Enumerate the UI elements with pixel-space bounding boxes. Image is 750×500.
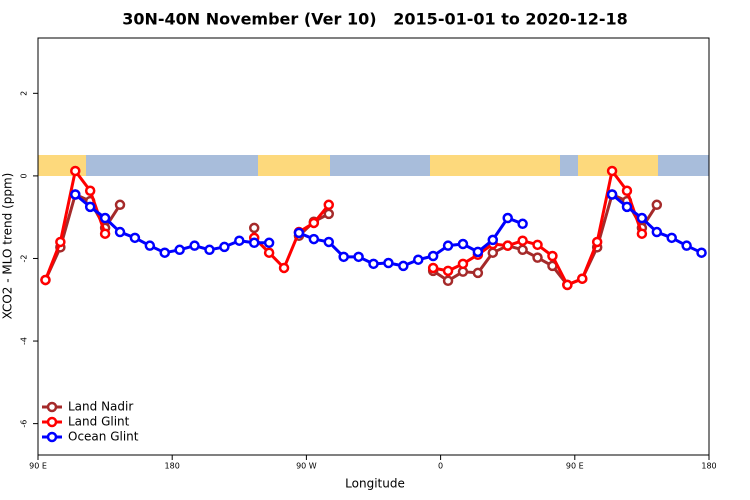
point bbox=[323, 199, 335, 211]
point bbox=[219, 241, 230, 253]
point bbox=[368, 258, 379, 270]
legend-label: Ocean Glint bbox=[68, 430, 139, 444]
point bbox=[636, 212, 648, 224]
point bbox=[398, 260, 409, 272]
point bbox=[84, 185, 96, 197]
point bbox=[323, 208, 335, 220]
x-tick-label: 90 E bbox=[566, 462, 584, 471]
map-land bbox=[578, 155, 658, 176]
point bbox=[457, 238, 469, 250]
point bbox=[472, 246, 484, 258]
point bbox=[248, 237, 260, 249]
point bbox=[114, 199, 126, 211]
x-tick-label: 90 E bbox=[29, 462, 47, 471]
point bbox=[547, 250, 558, 262]
point bbox=[263, 247, 275, 258]
point bbox=[323, 236, 335, 248]
point bbox=[651, 199, 663, 211]
point bbox=[517, 218, 528, 230]
point bbox=[412, 254, 424, 265]
point bbox=[502, 212, 513, 224]
point bbox=[427, 250, 439, 262]
point bbox=[636, 228, 648, 239]
map-land bbox=[258, 155, 330, 176]
y-tick-label: -4 bbox=[20, 337, 29, 345]
y-axis-label: XCO2 - MLO trend (ppm) bbox=[1, 173, 15, 320]
point bbox=[606, 189, 618, 200]
y-tick-label: -2 bbox=[20, 254, 29, 262]
point bbox=[263, 237, 275, 249]
x-tick-label: 90 W bbox=[296, 462, 317, 471]
point bbox=[159, 247, 170, 258]
x-tick-label: 0 bbox=[438, 462, 443, 471]
y-tick-label: 2 bbox=[20, 91, 29, 96]
point bbox=[666, 232, 677, 244]
point bbox=[129, 232, 141, 244]
point bbox=[70, 165, 81, 177]
point bbox=[442, 265, 454, 277]
point bbox=[487, 234, 499, 246]
point bbox=[308, 233, 320, 245]
point bbox=[517, 235, 528, 246]
point bbox=[562, 279, 573, 291]
point bbox=[681, 240, 692, 251]
point bbox=[338, 251, 349, 263]
point bbox=[99, 212, 111, 224]
point bbox=[189, 240, 200, 251]
x-tick-label: 180 bbox=[165, 462, 180, 471]
point bbox=[70, 189, 81, 200]
point bbox=[40, 274, 51, 286]
point bbox=[204, 244, 215, 256]
x-tick-label: 180 bbox=[701, 462, 716, 471]
point bbox=[427, 262, 439, 274]
point bbox=[99, 228, 111, 239]
point bbox=[577, 273, 588, 284]
plot-frame bbox=[37, 37, 710, 456]
legend-marker bbox=[46, 401, 58, 413]
legend-marker bbox=[46, 431, 58, 443]
point bbox=[651, 226, 663, 238]
y-tick-label: 0 bbox=[20, 173, 29, 178]
chart-title: 30N-40N November (Ver 10) 2015-01-01 to … bbox=[122, 10, 628, 29]
point bbox=[353, 251, 364, 263]
point bbox=[308, 217, 320, 229]
point bbox=[502, 240, 513, 251]
point bbox=[248, 222, 260, 234]
point bbox=[591, 236, 603, 248]
point bbox=[532, 239, 543, 251]
point bbox=[84, 201, 96, 213]
point bbox=[621, 185, 633, 197]
point bbox=[487, 247, 499, 258]
point bbox=[442, 240, 454, 251]
point bbox=[621, 201, 633, 213]
y-tick-label: -6 bbox=[20, 420, 29, 428]
point bbox=[457, 258, 469, 270]
point bbox=[606, 165, 618, 177]
point bbox=[114, 226, 126, 238]
point bbox=[532, 252, 543, 263]
point bbox=[442, 275, 454, 287]
point bbox=[174, 244, 185, 256]
point bbox=[472, 267, 484, 279]
legend-marker bbox=[46, 416, 58, 428]
point bbox=[278, 262, 290, 274]
point bbox=[293, 227, 305, 239]
point bbox=[234, 235, 245, 246]
legend-label: Land Nadir bbox=[68, 400, 133, 414]
point bbox=[517, 244, 528, 256]
point bbox=[55, 236, 66, 248]
x-axis-label: Longitude bbox=[345, 477, 405, 491]
map-land bbox=[430, 155, 560, 176]
point bbox=[383, 257, 394, 269]
point bbox=[696, 247, 707, 258]
map-strip bbox=[38, 155, 709, 176]
point bbox=[144, 240, 156, 251]
legend-label: Land Glint bbox=[68, 415, 130, 429]
